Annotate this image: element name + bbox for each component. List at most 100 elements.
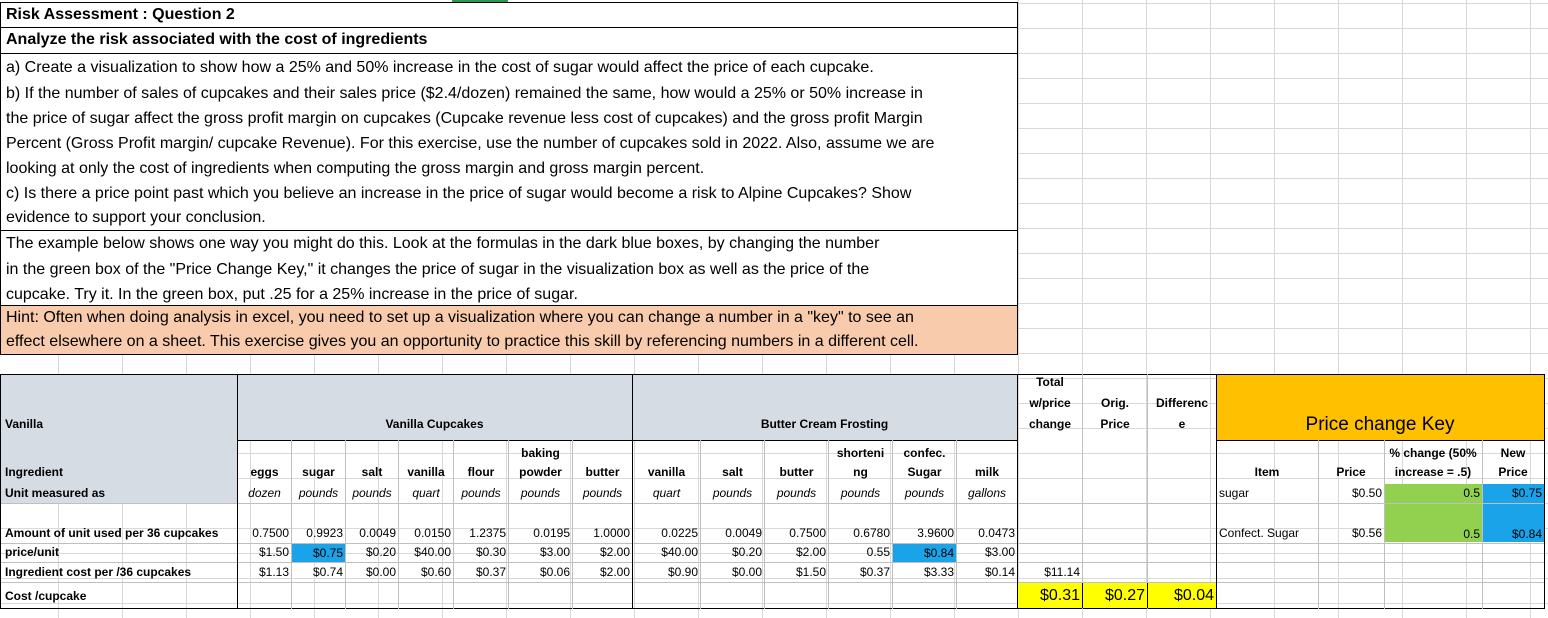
question-line: the price of sugar affect the gross prof…	[6, 110, 923, 127]
ingredient-price[interactable]: $1.50	[258, 545, 289, 559]
ingredient-amount[interactable]: 1.2375	[469, 526, 506, 540]
ingredient-name: butter	[585, 465, 620, 479]
ingredient-name: Sugar	[907, 465, 942, 479]
vanilla-label: Vanilla	[5, 417, 44, 431]
ingredient-price[interactable]: $0.84	[893, 544, 956, 562]
total-cupcake-cost[interactable]: $0.31	[1018, 583, 1082, 608]
price-key-fill	[1216, 374, 1544, 440]
ingredient-cost[interactable]: $2.00	[599, 565, 630, 579]
ingredient-cost[interactable]: $3.33	[923, 565, 954, 579]
ingredient-amount[interactable]: 0.7500	[789, 526, 826, 540]
group-vanilla-cupcakes: Vanilla Cupcakes	[385, 417, 484, 431]
ingredient-price[interactable]: $2.00	[795, 545, 826, 559]
ingredient-name-top: shorteni	[836, 446, 885, 460]
key-item-confect-sugar[interactable]: Confect. Sugar	[1219, 526, 1300, 540]
difference-header: e	[1178, 417, 1186, 431]
ingredient-amount[interactable]: 0.0049	[725, 526, 762, 540]
example-line: The example below shows one way you migh…	[6, 235, 880, 252]
ingredient-amount[interactable]: 0.7500	[252, 526, 289, 540]
ingredient-cost[interactable]: $0.00	[365, 565, 396, 579]
key-header-new: New	[1500, 446, 1526, 460]
ingredient-amount[interactable]: 0.6780	[853, 526, 890, 540]
key-new-price-confect-sugar[interactable]: $0.84	[1483, 526, 1544, 542]
ingredient-amount[interactable]: 0.0195	[533, 526, 570, 540]
ingredient-price[interactable]: $40.00	[661, 545, 698, 559]
ingredient-name-top	[573, 446, 632, 462]
ingredient-name: salt	[722, 465, 743, 479]
ingredient-name: salt	[361, 465, 383, 479]
key-new-price-sugar[interactable]: $0.75	[1483, 484, 1544, 503]
question-line: evidence to support your conclusion.	[6, 209, 266, 226]
ingredient-name-top	[454, 446, 508, 462]
total-header: change	[1028, 417, 1071, 431]
key-price-confect-sugar[interactable]: $0.56	[1351, 526, 1382, 540]
ingredient-price[interactable]: $3.00	[539, 545, 570, 559]
key-header-change: increase = .5)	[1394, 465, 1472, 479]
ingredient-unit: pounds	[582, 486, 623, 500]
key-header-change: % change (50%	[1389, 446, 1477, 460]
ingredient-name: sugar	[302, 465, 335, 479]
ingredient-price[interactable]: $0.20	[731, 545, 762, 559]
price-key-title: Price change Key	[1305, 414, 1455, 435]
example-line: in the green box of the "Price Change Ke…	[6, 261, 870, 278]
hint-line: Hint: Often when doing analysis in excel…	[0, 306, 1018, 330]
ingredient-name: ng	[853, 465, 868, 479]
ingredient-price[interactable]: $40.00	[414, 545, 451, 559]
ingredient-unit: quart	[652, 486, 681, 500]
ingredient-cost[interactable]: $0.37	[859, 565, 890, 579]
ingredient-unit: pounds	[352, 486, 392, 500]
ingredient-amount[interactable]: 0.0049	[359, 526, 396, 540]
row-label-amount: Amount of unit used per 36 cupcakes	[5, 526, 219, 540]
ingredient-unit: pounds	[776, 486, 817, 500]
orig-price-header: Orig.	[1100, 396, 1129, 410]
ingredient-name: butter	[779, 465, 814, 479]
ingredient-name-top: confec.	[903, 446, 946, 460]
key-price-sugar[interactable]: $0.50	[1351, 486, 1382, 500]
ingredient-unit: pounds	[712, 486, 753, 500]
ingredient-name-top	[701, 446, 764, 462]
ingredient-cost[interactable]: $0.37	[475, 565, 506, 579]
key-header-price: Price	[1336, 465, 1366, 479]
row-label-cost36: Ingredient cost per /36 cupcakes	[5, 565, 192, 579]
row-label-cupcake: Cost /cupcake	[5, 589, 87, 603]
key-change-confect-sugar-input[interactable]: 0.5	[1385, 526, 1482, 542]
ingredient-name: vanilla	[407, 465, 445, 479]
ingredient-cost[interactable]: $0.74	[312, 565, 343, 579]
ingredient-amount[interactable]: 0.9923	[306, 526, 343, 540]
ingredient-name: powder	[519, 465, 562, 479]
question-title: Risk Assessment : Question 2	[6, 6, 235, 23]
ingredient-unit: pounds	[520, 486, 561, 500]
question-line: Percent (Gross Profit margin/ cupcake Re…	[6, 135, 935, 152]
ingredient-name-top	[292, 446, 345, 462]
question-line: c) Is there a price point past which you…	[6, 185, 912, 202]
total-cost36[interactable]: $11.14	[1044, 565, 1080, 579]
ingredient-name: flour	[467, 465, 495, 479]
ingredient-amount[interactable]: 1.0000	[593, 526, 630, 540]
key-header-new: Price	[1498, 465, 1528, 479]
key-item-sugar[interactable]: sugar	[1219, 486, 1250, 500]
difference-cupcake-cost[interactable]: $0.04	[1148, 583, 1216, 608]
ingredient-price[interactable]: 0.55	[866, 545, 890, 559]
ingredient-cost[interactable]: $0.06	[539, 565, 570, 579]
ingredient-amount[interactable]: 0.0150	[414, 526, 451, 540]
ingredient-price[interactable]: $0.30	[475, 545, 506, 559]
ingredient-cost[interactable]: $0.90	[667, 565, 698, 579]
ingredient-cost[interactable]: $0.00	[731, 565, 762, 579]
ingredient-cost[interactable]: $0.14	[984, 565, 1015, 579]
ingredient-price[interactable]: $0.75	[292, 544, 345, 562]
ingredient-cost[interactable]: $1.13	[258, 565, 289, 579]
ingredient-cost[interactable]: $0.60	[420, 565, 451, 579]
ingredient-unit: pounds	[298, 486, 339, 500]
ingredient-cost[interactable]: $1.50	[795, 565, 826, 579]
ingredient-unit: dozen	[248, 486, 281, 500]
ingredient-amount[interactable]: 0.0225	[661, 526, 698, 540]
ingredient-price[interactable]: $0.20	[365, 545, 396, 559]
ingredient-amount[interactable]: 3.9600	[917, 526, 954, 540]
ingredient-name-top	[633, 446, 700, 462]
ingredient-unit: pounds	[840, 486, 881, 500]
orig-cupcake-cost[interactable]: $0.27	[1083, 583, 1147, 608]
ingredient-amount[interactable]: 0.0473	[978, 526, 1015, 540]
key-change-sugar-input[interactable]: 0.5	[1385, 484, 1482, 503]
ingredient-price[interactable]: $3.00	[984, 545, 1015, 559]
ingredient-price[interactable]: $2.00	[599, 545, 630, 559]
